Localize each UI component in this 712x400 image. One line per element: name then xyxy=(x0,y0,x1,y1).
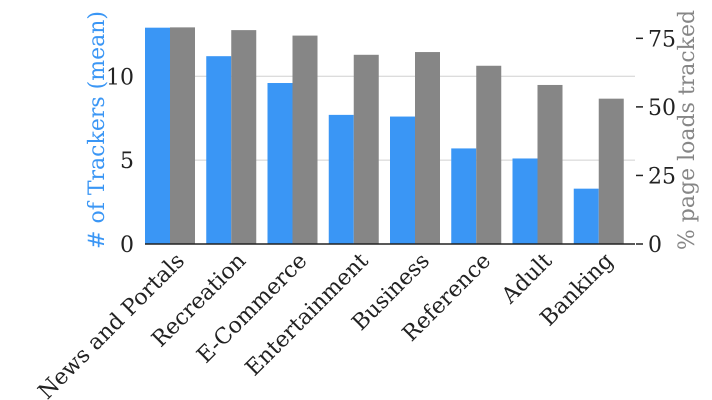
y2-tick-label: 25 xyxy=(648,164,676,189)
y2-tick-label: 75 xyxy=(648,27,676,52)
y-tick-label: 0 xyxy=(120,233,134,258)
x-category-label: E-Commerce xyxy=(192,249,312,369)
bar-page-loads-tracked xyxy=(170,27,195,245)
bar-page-loads-tracked xyxy=(292,35,318,244)
bar-page-loads-tracked xyxy=(598,98,624,245)
y-tick-label: 5 xyxy=(120,149,134,174)
bar-trackers-mean xyxy=(328,114,354,244)
bar-trackers-mean xyxy=(451,148,477,244)
bar-trackers-mean xyxy=(267,83,293,244)
y2-tick-label: 50 xyxy=(648,96,676,121)
y-tick-label: 10 xyxy=(106,65,134,90)
bar-page-loads-tracked xyxy=(231,30,257,245)
bar-page-loads-tracked xyxy=(353,54,379,245)
bar-trackers-mean xyxy=(573,188,599,244)
bar-page-loads-tracked xyxy=(476,65,502,244)
bar-page-loads-tracked xyxy=(415,52,440,244)
left-axis-ticks: 0 5 10 xyxy=(106,65,134,258)
y-axis-title: # of Trackers (mean) xyxy=(85,11,110,249)
bar-trackers-mean xyxy=(145,27,170,244)
right-axis-ticks: 0 25 50 75 xyxy=(636,27,676,258)
bar-trackers-mean xyxy=(390,116,415,244)
y2-axis-title: % page loads tracked xyxy=(675,10,700,250)
y2-tick-label: 0 xyxy=(648,233,662,258)
bars xyxy=(145,27,624,245)
bar-page-loads-tracked xyxy=(537,84,563,244)
bar-trackers-mean xyxy=(206,56,232,244)
bar-trackers-mean xyxy=(512,158,538,244)
category-labels: News and PortalsRecreationE-CommerceEnte… xyxy=(34,248,619,400)
